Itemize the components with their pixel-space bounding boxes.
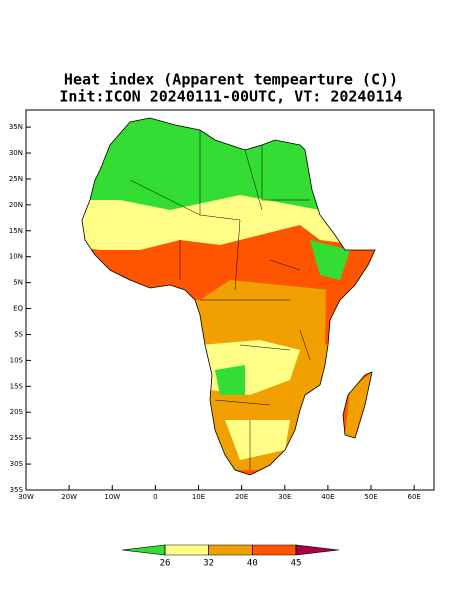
y-tick-label: 5N bbox=[13, 279, 23, 287]
colorbar-segment bbox=[121, 544, 166, 556]
x-tick-label: 30W bbox=[18, 493, 34, 501]
y-tick-label: 35N bbox=[9, 123, 23, 131]
colorbar-label: 26 bbox=[160, 559, 171, 569]
x-tick-label: 20W bbox=[61, 493, 77, 501]
y-tick-label: 20N bbox=[9, 201, 23, 209]
y-tick-label: 20S bbox=[10, 408, 24, 416]
colorbar-label: 45 bbox=[291, 559, 302, 569]
subtitle: Init:ICON 20240111-00UTC, VT: 20240114 bbox=[59, 88, 402, 106]
y-tick-label: 10S bbox=[10, 356, 24, 364]
x-tick-label: 10E bbox=[192, 493, 205, 501]
colorbar-segment bbox=[164, 544, 209, 556]
y-tick-label: 30S bbox=[10, 460, 24, 468]
x-tick-label: 60E bbox=[407, 493, 420, 501]
borders bbox=[129, 130, 311, 470]
y-tick-label: 10N bbox=[9, 253, 23, 261]
x-tick-label: 50E bbox=[364, 493, 377, 501]
x-tick-label: 10W bbox=[104, 493, 120, 501]
x-tick-label: 30E bbox=[278, 493, 291, 501]
title: Heat index (Apparent tempearture (C)) bbox=[64, 71, 398, 89]
y-tick-label: 5S bbox=[14, 330, 23, 338]
colorbar-segment bbox=[252, 544, 297, 556]
y-tick-label: EQ bbox=[13, 305, 23, 313]
x-tick-label: 40E bbox=[321, 493, 334, 501]
y-tick-label: 35S bbox=[10, 486, 24, 494]
y-tick-label: 30N bbox=[9, 149, 23, 157]
x-tick-label: 0 bbox=[153, 493, 157, 501]
colorbar-segment bbox=[295, 544, 340, 556]
y-tick-label: 15N bbox=[9, 227, 23, 235]
y-tick-label: 25N bbox=[9, 175, 23, 183]
y-tick-label: 25S bbox=[10, 434, 24, 442]
map-frame bbox=[25, 109, 435, 491]
y-tick-label: 15S bbox=[10, 382, 24, 390]
colorbar-label: 40 bbox=[247, 559, 258, 569]
x-tick-label: 20E bbox=[235, 493, 248, 501]
colorbar-segment bbox=[208, 544, 253, 556]
colorbar-label: 32 bbox=[203, 559, 214, 569]
